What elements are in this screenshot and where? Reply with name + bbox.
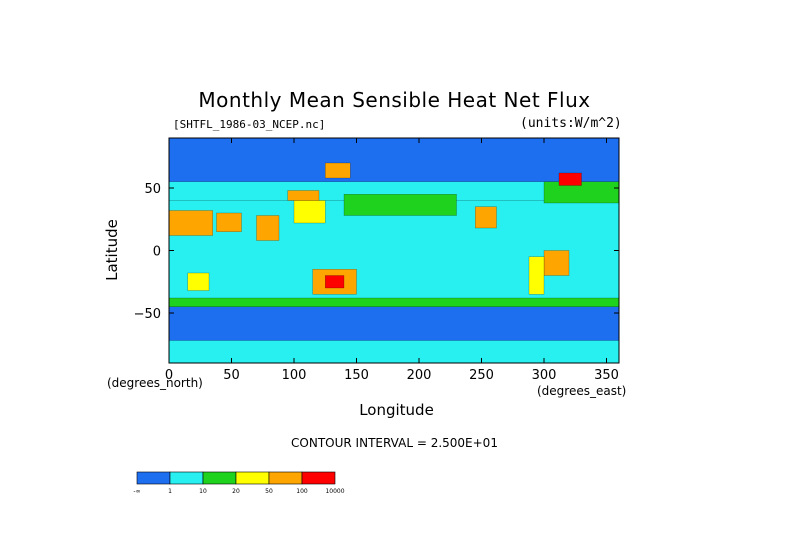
colorbar-swatch (169, 471, 204, 485)
colorbar: -∞ 1 10 20 50 100 10000 (133, 471, 345, 495)
x-tick-label: 50 (223, 368, 240, 383)
source-file-label: [SHTFL_1986-03_NCEP.nc] (173, 118, 326, 131)
y-axis-units: (degrees_north) (107, 376, 203, 390)
colorbar-label: -∞ (133, 488, 140, 495)
x-tick-label: 200 (407, 368, 432, 383)
region-india (256, 215, 280, 241)
colorbar-swatch (136, 471, 171, 485)
colorbar-swatch (235, 471, 270, 485)
region-mongolia (287, 190, 320, 201)
region-southern-ocean-band (168, 297, 620, 307)
contour-interval-label: CONTOUR INTERVAL = 2.500E+01 (291, 436, 498, 450)
colorbar-label: 10000 (325, 488, 344, 495)
x-axis-units: (degrees_east) (537, 384, 627, 398)
x-tick-label: 350 (594, 368, 619, 383)
region-europe-high (558, 172, 582, 186)
region-south-america-east (543, 250, 570, 276)
x-tick-label: 100 (282, 368, 307, 383)
x-axis-title: Longitude (359, 401, 434, 419)
region-antarctica-edge (168, 340, 620, 364)
y-tick-label: 0 (153, 245, 161, 260)
region-mexico-sw-us (475, 206, 497, 229)
colorbar-swatch (301, 471, 336, 485)
y-tick-label: 50 (144, 182, 161, 197)
colorbar-label: 100 (296, 488, 308, 495)
region-east-asia (293, 200, 326, 224)
region-arabia (216, 212, 242, 232)
x-tick-label: 0 (165, 368, 173, 383)
units-label: (units:W/m^2) (520, 116, 622, 131)
colorbar-swatch (268, 471, 303, 485)
region-north-pacific-band (343, 194, 457, 216)
colorbar-label: 20 (232, 488, 240, 495)
region-southern-africa (187, 272, 210, 291)
region-south-america-west (528, 256, 545, 295)
x-tick-label: 250 (469, 368, 494, 383)
colorbar-label: 1 (168, 488, 172, 495)
axis-ticks: 0 50 100 150 200 250 300 350 50 0 −50 (134, 138, 619, 383)
region-sahara (168, 210, 213, 236)
region-north-high-lat (168, 137, 620, 182)
map-layer (168, 137, 620, 364)
chart-title: Monthly Mean Sensible Heat Net Flux (198, 88, 591, 112)
region-australia-core (325, 275, 345, 289)
colorbar-label: 50 (265, 488, 273, 495)
x-tick-label: 300 (532, 368, 557, 383)
colorbar-label: 10 (199, 488, 207, 495)
colorbar-swatch (202, 471, 237, 485)
y-tick-label: −50 (134, 307, 161, 322)
x-tick-label: 150 (344, 368, 369, 383)
region-siberia-east (325, 162, 351, 179)
